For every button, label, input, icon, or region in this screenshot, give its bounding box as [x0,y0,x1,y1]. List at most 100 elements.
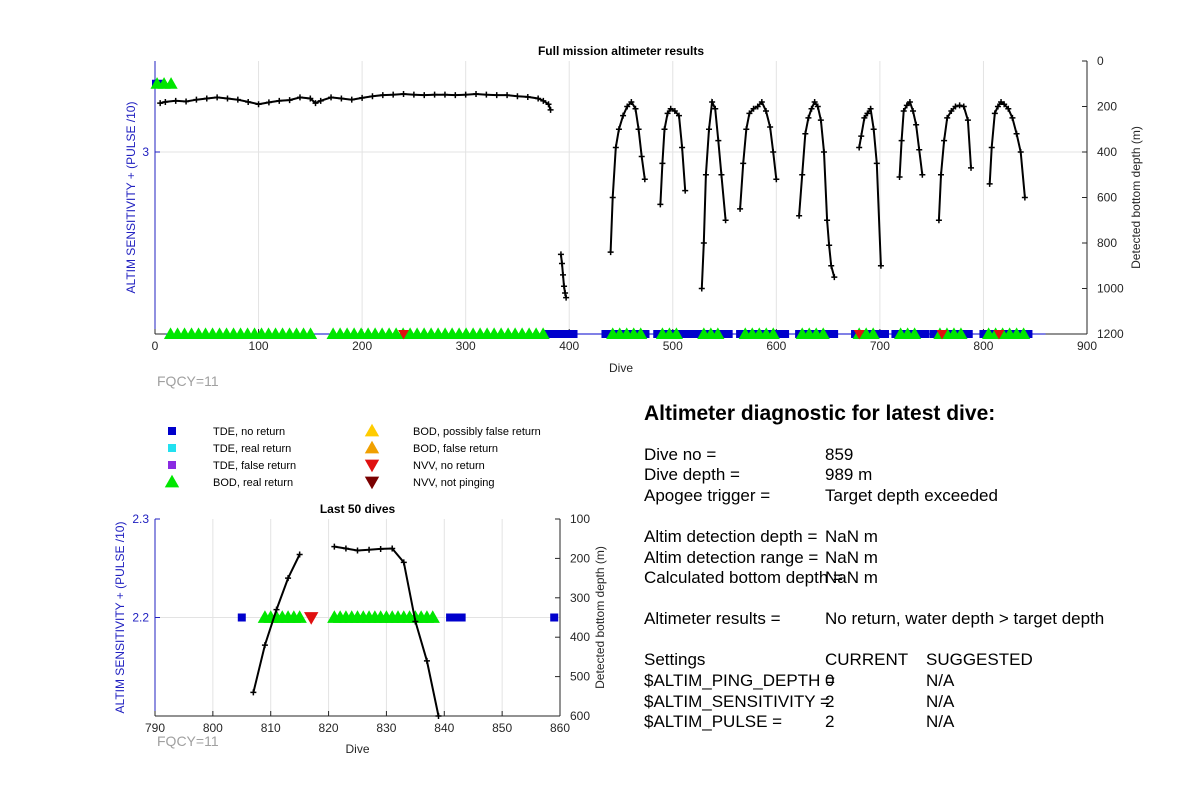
tde-marker [688,330,697,338]
legend-label: NVV, no return [413,460,485,472]
depth-point [873,160,880,167]
depth-point [560,271,567,278]
depth-point [910,108,917,115]
legend-label: BOD, real return [213,477,293,489]
depth-point [968,164,975,171]
sensitivity-suggested: N/A [926,692,955,711]
x-tick-label: 850 [492,721,512,735]
tde-marker [653,330,662,338]
depth-point [919,171,926,178]
detection-range-label: Altim detection range = [644,548,819,567]
depth-point [712,105,719,112]
y-right-tick-label: 200 [570,551,590,565]
depth-point [796,212,803,219]
sensitivity-label: $ALTIM_SENSITIVITY = [644,692,830,711]
bod-marker [164,77,178,89]
depth-point [265,99,272,106]
depth-point [285,575,292,582]
depth-point [867,105,874,112]
depth-point [877,262,884,269]
depth-point [421,92,428,99]
y-left-axis-label: ALTIM SENSITIVITY + (PULSE /10) [124,102,138,294]
depth-point [659,160,666,167]
depth-point [864,110,871,117]
depth-point [960,103,967,110]
y-right-tick-label: 1200 [1097,327,1124,341]
tde-marker [446,613,455,622]
detection-depth-value: NaN m [825,527,878,546]
x-tick-label: 500 [663,339,683,353]
depth-point [1013,130,1020,137]
depth-point [286,97,293,104]
depth-point [767,123,774,130]
tde-marker [554,330,563,338]
depth-point [296,94,303,101]
depth-point [679,144,686,151]
depth-point [896,174,903,181]
depth-point [770,149,777,155]
depth-point [638,153,645,160]
depth-point [702,171,709,178]
depth-point [296,551,303,558]
suggested-header: SUGGESTED [926,650,1033,669]
last-50-dives-chart: 790 800 810 820 830 840 850 860 2.2 2.3 100 200 300 4… [113,502,607,756]
depth-point [906,98,913,105]
y-right-tick-label: 800 [1097,236,1117,250]
altimeter-results-label: Altimeter results = [644,609,781,628]
settings-header: Settings [644,650,706,669]
x-tick-label: 840 [434,721,454,735]
depth-point [620,112,627,119]
depth-series-line [798,99,836,278]
depth-point [743,126,750,133]
bod-marker [669,327,684,339]
depth-point [811,98,818,105]
nvv-marker [398,329,409,340]
depth-point [545,101,552,108]
depth-point [802,130,809,137]
legend-label: TDE, false return [213,460,296,472]
depth-point [607,249,614,256]
tde-marker [776,330,785,338]
tde-marker [825,330,834,338]
full-mission-chart: 0 100 200 300 400 500 600 700 800 900 3 0 200 400 600 8… [124,44,1143,389]
x-tick-label: 300 [456,339,476,353]
pulse-current: 2 [825,712,835,731]
depth-point [913,121,920,128]
depth-point [540,97,547,104]
y-left-tick-label: 2.2 [132,611,149,625]
legend-marker [364,459,380,473]
depth-point [937,171,944,178]
tde-marker [916,330,925,338]
bod-marker [908,327,922,339]
tde-marker [929,330,938,338]
depth-point [682,187,689,194]
apogee-trigger-label: Apogee trigger = [644,486,771,505]
bod-marker [866,327,880,339]
depth-point [722,217,729,224]
fqcy-annotation: FQCY=11 [157,733,219,749]
depth-point [870,126,877,133]
depth-point [561,283,568,290]
legend-label: BOD, false return [413,443,498,455]
legend-label: TDE, no return [213,426,285,438]
tde-marker [544,330,553,338]
tde-marker [830,330,839,338]
depth-point [366,546,373,553]
depth-point [245,98,252,105]
depth-point [369,93,376,100]
depth-point [435,713,442,719]
tde-marker [694,330,703,338]
depth-point [661,126,668,133]
depth-point [250,689,257,696]
depth-point [328,94,335,101]
depth-point [754,103,761,110]
depth-series-line [739,100,778,209]
depth-point [824,217,831,224]
depth-point [172,97,179,104]
depth-point [671,108,678,115]
depth-point [903,102,910,109]
tde-marker [719,330,728,338]
legend-marker [168,444,176,452]
depth-point [952,103,959,110]
depth-point [856,144,863,151]
